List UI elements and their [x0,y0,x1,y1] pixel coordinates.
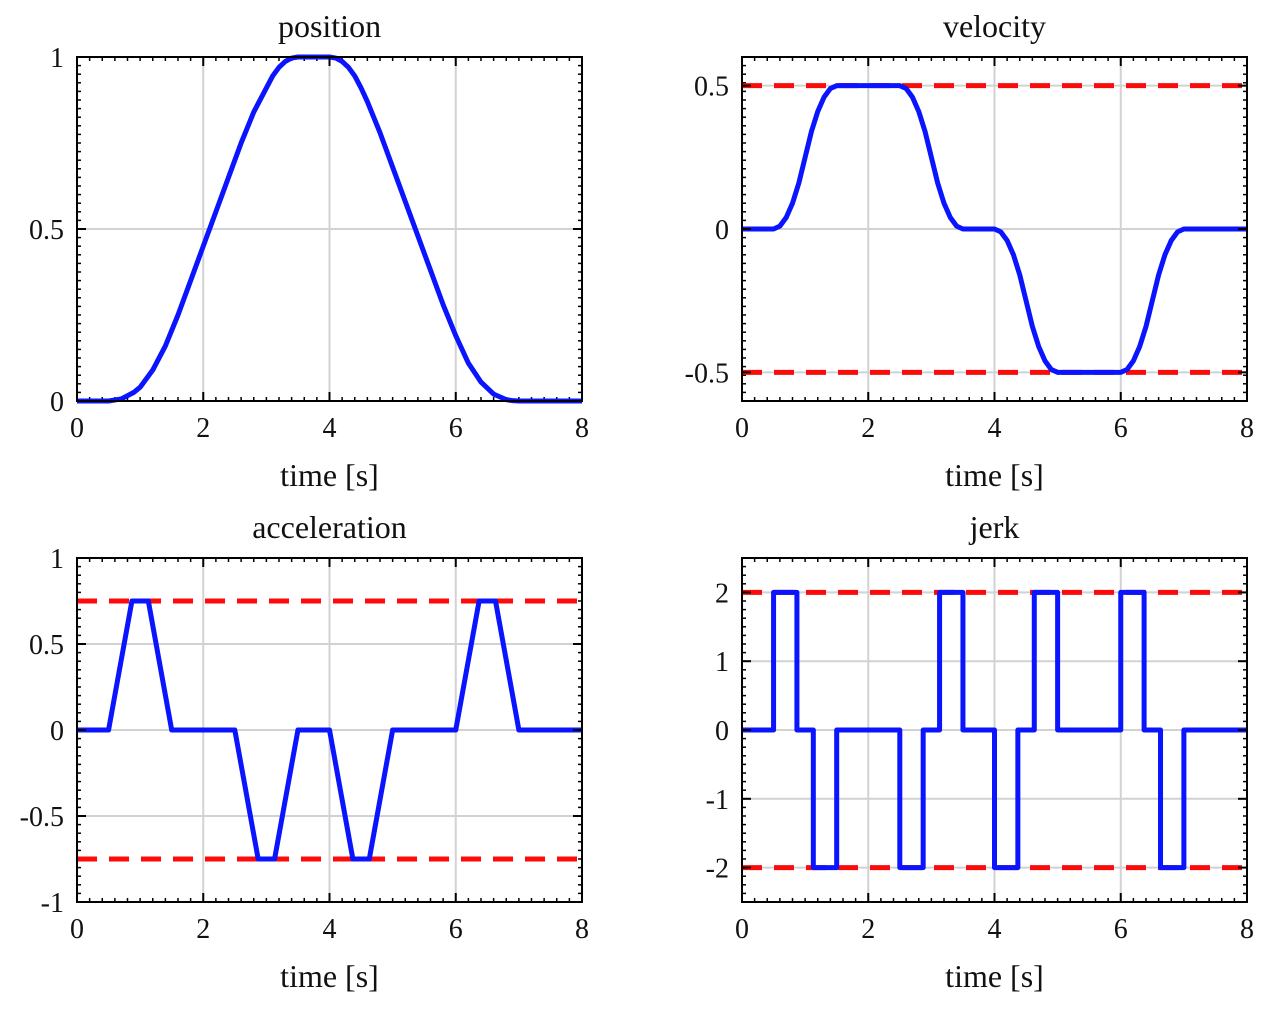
x-tick-label: 8 [575,914,589,945]
y-tick-label: 0 [715,215,729,246]
x-tick-label: 8 [1240,914,1254,945]
x-tick-label: 2 [861,914,875,945]
acceleration-acceleration-line [77,598,582,862]
x-axis-label: time [s] [280,457,379,493]
x-tick-label: 8 [575,413,589,444]
y-tick-label: 1 [50,544,64,575]
x-tick-label: 4 [323,413,337,444]
y-tick-label: 0 [715,716,729,747]
x-tick-label: 4 [323,914,337,945]
x-tick-label: 2 [196,413,210,444]
x-tick-label: 6 [1114,413,1128,444]
y-tick-label: 1 [715,647,729,678]
x-axis-label: time [s] [280,958,379,994]
y-tick-label: 2 [715,578,729,609]
jerk-jerk-line [742,589,1247,871]
x-tick-label: 4 [988,914,1002,945]
x-tick-label: 0 [70,413,84,444]
y-tick-label: -0.5 [685,358,729,389]
x-tick-label: 4 [988,413,1002,444]
x-tick-label: 0 [70,914,84,945]
x-tick-label: 0 [735,413,749,444]
x-tick-label: 6 [1114,914,1128,945]
y-tick-label: 0.5 [29,630,64,661]
acceleration-title: acceleration [252,509,407,545]
jerk-title: jerk [969,509,1020,545]
x-tick-label: 8 [1240,413,1254,444]
y-tick-label: -1 [41,888,64,919]
position-title: position [278,8,381,44]
position-subplot: 0 2 4 6 8 0 0.5 1 position time [s] [29,8,589,493]
x-tick-label: 2 [196,914,210,945]
y-tick-label: 0.5 [29,215,64,246]
y-tick-label: -2 [706,854,729,885]
x-tick-label: 6 [449,413,463,444]
y-tick-label: 0 [50,387,64,418]
x-tick-label: 2 [861,413,875,444]
y-tick-label: 0.5 [694,72,729,103]
jerk-subplot: 0 2 4 6 8 -2 -1 0 1 2 jerk time [s] [706,509,1254,994]
x-axis-label: time [s] [945,958,1044,994]
y-tick-label: -0.5 [20,802,64,833]
x-axis-label: time [s] [945,457,1044,493]
y-tick-label: 0 [50,716,64,747]
velocity-title: velocity [943,8,1046,44]
y-tick-label: -1 [706,785,729,816]
velocity-velocity-line [742,83,1247,375]
x-tick-label: 0 [735,914,749,945]
y-tick-label: 1 [50,43,64,74]
x-tick-label: 6 [449,914,463,945]
acceleration-subplot: 0 2 4 6 8 -1 -0.5 0 0.5 1 acceleration time [s] [20,509,589,994]
